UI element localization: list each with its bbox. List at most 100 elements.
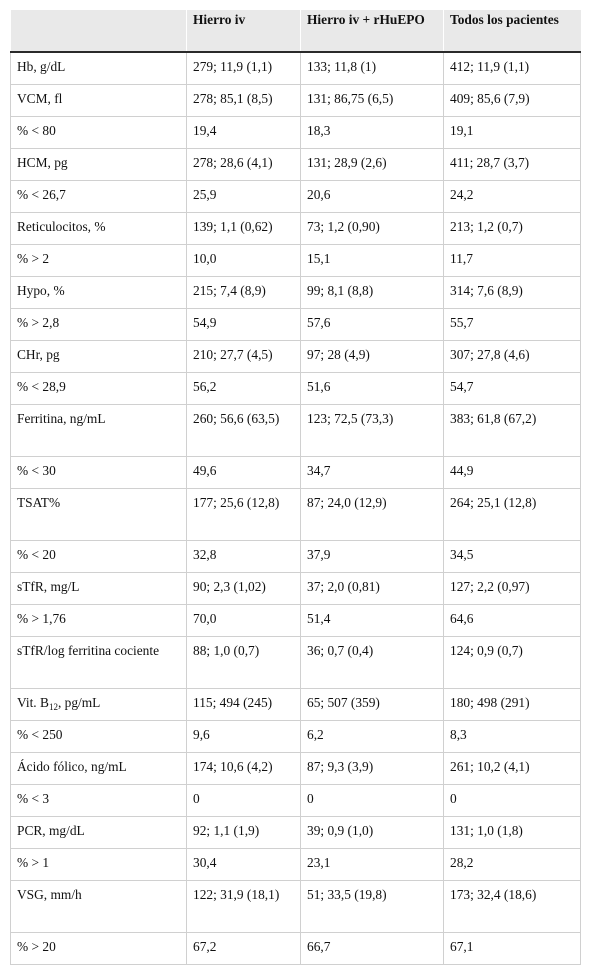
cell-hierro-iv: 30,4 [186, 848, 301, 881]
cell-todos: 8,3 [443, 720, 581, 753]
row-label: sTfR, mg/L [10, 572, 187, 605]
table-row: Hypo, % 215; 7,4 (8,9) 99; 8,1 (8,8) 314; 7… [10, 276, 581, 309]
table-row: % > 20 67,2 66,7 67,1 [10, 932, 581, 965]
row-label: CHr, pg [10, 340, 187, 373]
row-label-post: , pg/mL [57, 695, 101, 710]
table-row: % < 28,9 56,2 51,6 54,7 [10, 372, 581, 405]
cell-hierro-iv-rhuepo: 133; 11,8 (1) [300, 52, 444, 85]
row-label: HCM, pg [10, 148, 187, 181]
cell-hierro-iv: 56,2 [186, 372, 301, 405]
cell-hierro-iv: 70,0 [186, 604, 301, 637]
header-parameter [10, 10, 187, 53]
table-row: sTfR/log ferritina cociente 88; 1,0 (0,7)… [10, 636, 581, 689]
header-hierro-iv: Hierro iv [186, 10, 301, 53]
row-label: Ácido fólico, ng/mL [10, 752, 187, 785]
cell-hierro-iv: 9,6 [186, 720, 301, 753]
cell-hierro-iv: 67,2 [186, 932, 301, 965]
cell-hierro-iv: 54,9 [186, 308, 301, 341]
table-row: CHr, pg 210; 27,7 (4,5) 97; 28 (4,9) 307; 2… [10, 340, 581, 373]
row-label: % < 20 [10, 540, 187, 573]
cell-hierro-iv: 174; 10,6 (4,2) [186, 752, 301, 785]
table-row: PCR, mg/dL 92; 1,1 (1,9) 39; 0,9 (1,0) 131;… [10, 816, 581, 849]
row-label: sTfR/log ferritina cociente [10, 636, 187, 689]
cell-hierro-iv-rhuepo: 37,9 [300, 540, 444, 573]
row-label: Reticulocitos, % [10, 212, 187, 245]
header-hierro-iv-rhuepo: Hierro iv + rHuEPO [300, 10, 444, 53]
cell-hierro-iv-rhuepo: 51,4 [300, 604, 444, 637]
table-row: % < 80 19,4 18,3 19,1 [10, 116, 581, 149]
cell-hierro-iv: 0 [186, 784, 301, 817]
table-row: % > 2,8 54,9 57,6 55,7 [10, 308, 581, 341]
cell-todos: 412; 11,9 (1,1) [443, 52, 581, 85]
cell-hierro-iv: 10,0 [186, 244, 301, 277]
row-label: % < 80 [10, 116, 187, 149]
cell-hierro-iv-rhuepo: 20,6 [300, 180, 444, 213]
cell-hierro-iv: 177; 25,6 (12,8) [186, 488, 301, 541]
cell-hierro-iv-rhuepo: 37; 2,0 (0,81) [300, 572, 444, 605]
cell-hierro-iv: 19,4 [186, 116, 301, 149]
cell-hierro-iv-rhuepo: 66,7 [300, 932, 444, 965]
cell-todos: 64,6 [443, 604, 581, 637]
row-label: % < 28,9 [10, 372, 187, 405]
cell-todos: 55,7 [443, 308, 581, 341]
cell-todos: 44,9 [443, 456, 581, 489]
cell-hierro-iv: 25,9 [186, 180, 301, 213]
cell-hierro-iv-rhuepo: 99; 8,1 (8,8) [300, 276, 444, 309]
cell-todos: 28,2 [443, 848, 581, 881]
cell-hierro-iv-rhuepo: 131; 86,75 (6,5) [300, 84, 444, 117]
cell-hierro-iv-rhuepo: 123; 72,5 (73,3) [300, 404, 444, 457]
cell-todos: 24,2 [443, 180, 581, 213]
row-label: % < 250 [10, 720, 187, 753]
table-row: VCM, fl 278; 85,1 (8,5) 131; 86,75 (6,5) 40… [10, 84, 581, 117]
header-todos: Todos los pacientes [443, 10, 581, 53]
header-row: Hierro iv Hierro iv + rHuEPO Todos los p… [10, 10, 581, 53]
cell-hierro-iv-rhuepo: 131; 28,9 (2,6) [300, 148, 444, 181]
row-label: % < 30 [10, 456, 187, 489]
row-label: TSAT% [10, 488, 187, 541]
row-label: Ferritina, ng/mL [10, 404, 187, 457]
table-row: % > 1 30,4 23,1 28,2 [10, 848, 581, 881]
cell-hierro-iv: 215; 7,4 (8,9) [186, 276, 301, 309]
row-label-subscript: 12 [48, 702, 58, 712]
cell-todos: 11,7 [443, 244, 581, 277]
cell-hierro-iv: 260; 56,6 (63,5) [186, 404, 301, 457]
cell-todos: 411; 28,7 (3,7) [443, 148, 581, 181]
cell-hierro-iv: 92; 1,1 (1,9) [186, 816, 301, 849]
cell-hierro-iv-rhuepo: 6,2 [300, 720, 444, 753]
row-label: Hb, g/dL [10, 52, 187, 85]
table-row: Reticulocitos, % 139; 1,1 (0,62) 73; 1,2 (… [10, 212, 581, 245]
table-row: Vit. B12, pg/mL 115; 494 (245) 65; 507 (35… [10, 688, 581, 721]
cell-hierro-iv-rhuepo: 23,1 [300, 848, 444, 881]
cell-hierro-iv: 115; 494 (245) [186, 688, 301, 721]
row-label: Hypo, % [10, 276, 187, 309]
table-row: % < 26,7 25,9 20,6 24,2 [10, 180, 581, 213]
data-table-container: Hierro iv Hierro iv + rHuEPO Todos los p… [10, 10, 581, 965]
cell-hierro-iv: 139; 1,1 (0,62) [186, 212, 301, 245]
table-row: % < 30 49,6 34,7 44,9 [10, 456, 581, 489]
cell-hierro-iv: 279; 11,9 (1,1) [186, 52, 301, 85]
cell-hierro-iv: 278; 85,1 (8,5) [186, 84, 301, 117]
row-label: PCR, mg/dL [10, 816, 187, 849]
cell-hierro-iv-rhuepo: 18,3 [300, 116, 444, 149]
cell-todos: 127; 2,2 (0,97) [443, 572, 581, 605]
cell-todos: 19,1 [443, 116, 581, 149]
cell-hierro-iv-rhuepo: 87; 24,0 (12,9) [300, 488, 444, 541]
row-label: % > 2,8 [10, 308, 187, 341]
table-row: Ferritina, ng/mL 260; 56,6 (63,5) 123; 72,… [10, 404, 581, 457]
table-row: sTfR, mg/L 90; 2,3 (1,02) 37; 2,0 (0,81) 12… [10, 572, 581, 605]
cell-todos: 409; 85,6 (7,9) [443, 84, 581, 117]
table-row: % < 20 32,8 37,9 34,5 [10, 540, 581, 573]
row-label-pre: Vit. B [17, 695, 49, 710]
cell-hierro-iv: 90; 2,3 (1,02) [186, 572, 301, 605]
table-row: HCM, pg 278; 28,6 (4,1) 131; 28,9 (2,6) 411… [10, 148, 581, 181]
cell-hierro-iv: 278; 28,6 (4,1) [186, 148, 301, 181]
cell-todos: 213; 1,2 (0,7) [443, 212, 581, 245]
row-label: Vit. B12, pg/mL [10, 688, 187, 721]
table-row: % > 2 10,0 15,1 11,7 [10, 244, 581, 277]
cell-hierro-iv-rhuepo: 36; 0,7 (0,4) [300, 636, 444, 689]
cell-todos: 173; 32,4 (18,6) [443, 880, 581, 933]
cell-hierro-iv-rhuepo: 39; 0,9 (1,0) [300, 816, 444, 849]
cell-todos: 383; 61,8 (67,2) [443, 404, 581, 457]
table-row: TSAT% 177; 25,6 (12,8) 87; 24,0 (12,9) 264;… [10, 488, 581, 541]
